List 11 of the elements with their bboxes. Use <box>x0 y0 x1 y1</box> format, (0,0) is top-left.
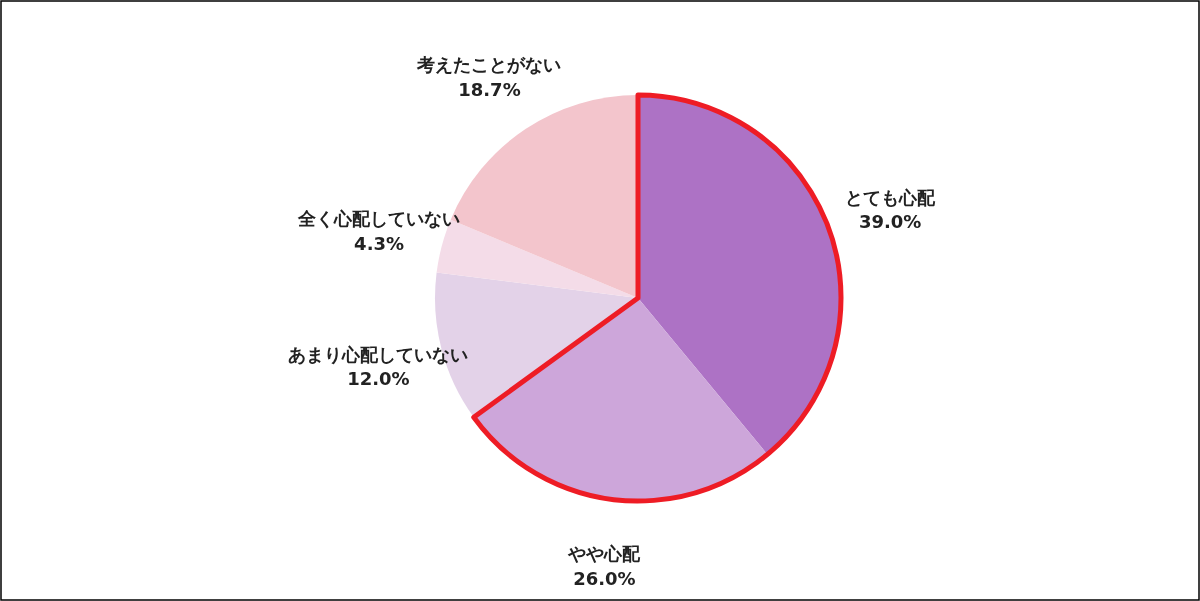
slice-label: やや心配 <box>567 543 642 565</box>
slice-label: 考えたことがない <box>416 54 562 76</box>
slice-label: あまり心配していない <box>288 344 469 366</box>
data-label: 4.3% <box>354 232 405 254</box>
slice-label: 全く心配していない <box>297 208 461 230</box>
data-label: 12.0% <box>347 368 410 390</box>
slice-label: とても心配 <box>845 186 937 208</box>
data-label: 18.7% <box>458 78 521 100</box>
data-label: 39.0% <box>858 210 922 232</box>
pie-slice <box>638 95 841 455</box>
data-label: 26.0% <box>573 567 636 589</box>
